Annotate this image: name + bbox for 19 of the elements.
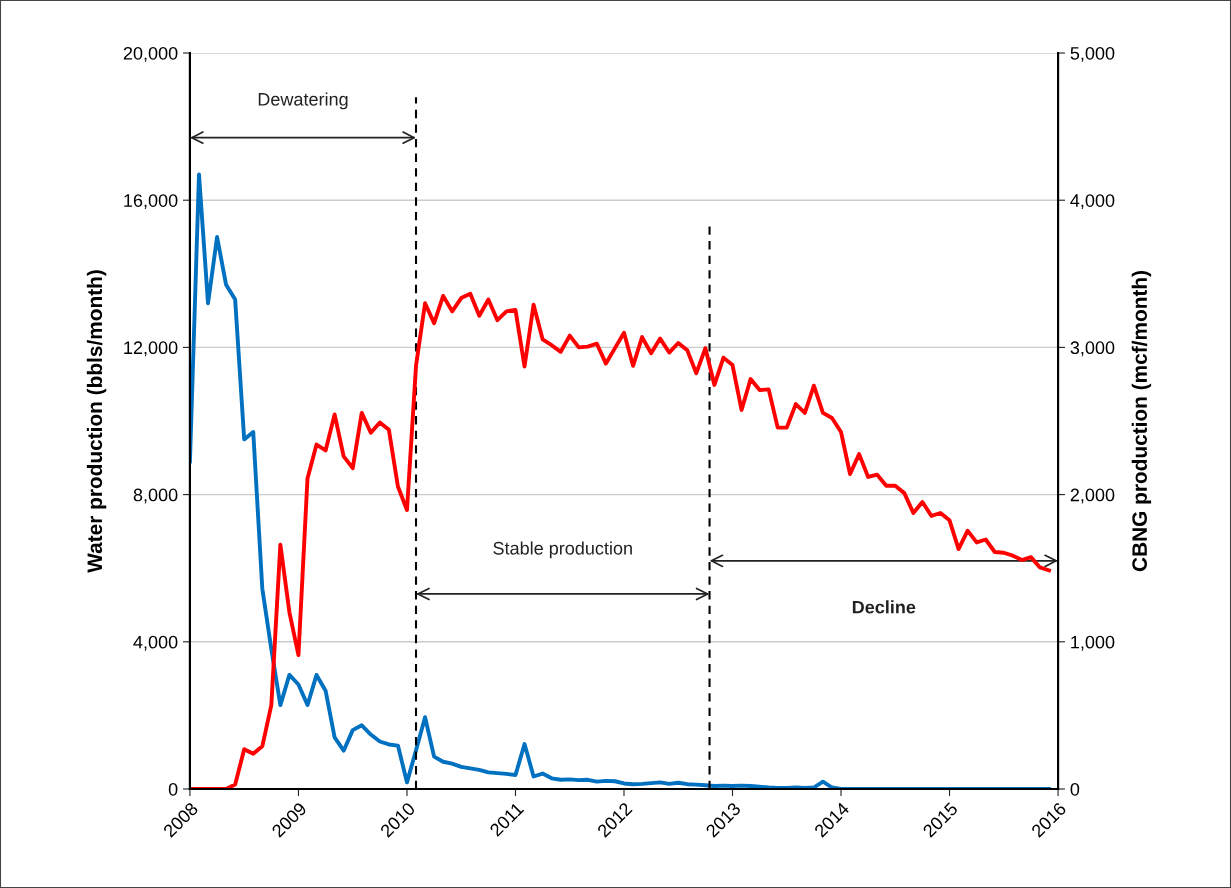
y-tick-label: 8,000 [133,488,178,504]
line-series [189,172,1051,789]
y2-tick-label: 5,000 [1070,46,1115,62]
y-tick-label: 4,000 [133,635,178,651]
y2-tick-label: 1,000 [1071,635,1115,651]
annotation: Dewatering [258,92,348,110]
y-tick-label: 0 [168,782,178,796]
annotation: Stable production [493,541,632,559]
y2-tick-label: 2,000 [1070,488,1115,504]
y2-axis-title: CBNG production (mcf/month) [1131,271,1152,572]
y-tick-label: 12,000 [124,341,178,357]
y2-tick-label: 0 [1070,782,1080,796]
annotation: Decline [852,600,916,614]
y-tick-label: 20,000 [123,46,178,62]
y-axis-title: Water production (bbls/month) [86,270,107,573]
line-series [189,291,1051,789]
y2-tick-label: 4,000 [1070,194,1115,210]
y-tick-label: 16,000 [124,194,178,210]
y2-tick-label: 3,000 [1070,341,1115,357]
